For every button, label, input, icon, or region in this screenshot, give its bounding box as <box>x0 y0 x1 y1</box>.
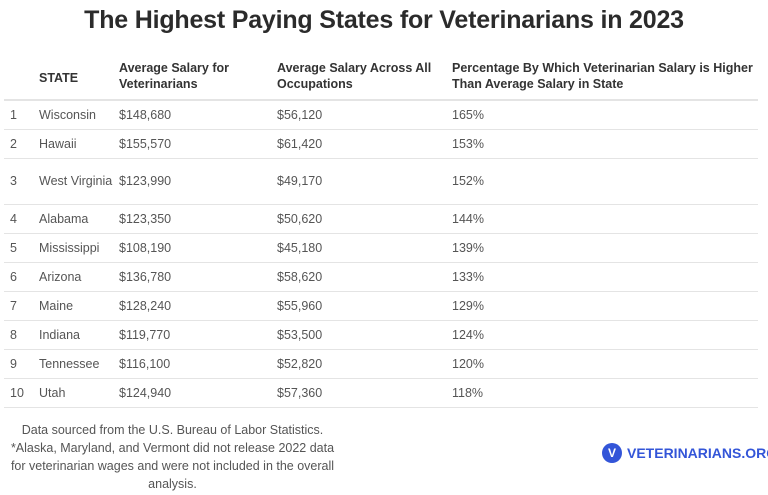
cell-vet: $128,240 <box>119 291 277 321</box>
cell-pct: 153% <box>452 129 758 159</box>
cell-all: $55,960 <box>277 291 452 321</box>
table-row: 2 Hawaii $155,570 $61,420 153% <box>4 129 758 159</box>
cell-vet: $119,770 <box>119 320 277 350</box>
table-header: STATE Average Salary for Veterinarians A… <box>4 56 758 101</box>
cell-state: Alabama <box>39 204 119 234</box>
cell-vet: $116,100 <box>119 349 277 379</box>
table-row: 3 West Virginia $123,990 $49,170 152% <box>4 158 758 205</box>
cell-vet: $123,990 <box>119 158 277 205</box>
v-shield-icon: V <box>602 443 622 463</box>
rank-header <box>4 56 39 101</box>
cell-pct: 120% <box>452 349 758 379</box>
table-row: 8 Indiana $119,770 $53,500 124% <box>4 320 758 350</box>
cell-pct: 144% <box>452 204 758 234</box>
cell-all: $52,820 <box>277 349 452 379</box>
cell-all: $57,360 <box>277 378 452 408</box>
cell-rank: 7 <box>4 291 39 321</box>
cell-state: Maine <box>39 291 119 321</box>
cell-rank: 3 <box>4 158 39 205</box>
state-header: STATE <box>39 56 119 101</box>
footnote: Data sourced from the U.S. Bureau of Lab… <box>10 423 335 491</box>
cell-pct: 124% <box>452 320 758 350</box>
cell-all: $49,170 <box>277 158 452 205</box>
table-row: 1 Wisconsin $148,680 $56,120 165% <box>4 100 758 130</box>
cell-state: Indiana <box>39 320 119 350</box>
cell-rank: 8 <box>4 320 39 350</box>
cell-state: Hawaii <box>39 129 119 159</box>
cell-all: $58,620 <box>277 262 452 292</box>
veterinarians-logo: V VETERINARIANS.ORG <box>602 443 768 463</box>
salary-table: STATE Average Salary for Veterinarians A… <box>4 56 758 408</box>
cell-pct: 129% <box>452 291 758 321</box>
cell-rank: 10 <box>4 378 39 408</box>
table-row: 6 Arizona $136,780 $58,620 133% <box>4 262 758 292</box>
cell-all: $61,420 <box>277 129 452 159</box>
cell-rank: 6 <box>4 262 39 292</box>
page-title: The Highest Paying States for Veterinari… <box>84 6 684 34</box>
cell-rank: 5 <box>4 233 39 263</box>
table-row: 5 Mississippi $108,190 $45,180 139% <box>4 233 758 263</box>
cell-state: Mississippi <box>39 233 119 263</box>
table-row: 10 Utah $124,940 $57,360 118% <box>4 378 758 408</box>
cell-all: $50,620 <box>277 204 452 234</box>
percentage-header: Percentage By Which Veterinarian Salary … <box>452 56 758 101</box>
logo-text: VETERINARIANS.ORG <box>627 445 768 461</box>
cell-state: West Virginia <box>39 158 119 205</box>
table-row: 7 Maine $128,240 $55,960 129% <box>4 291 758 321</box>
cell-rank: 9 <box>4 349 39 379</box>
vet-salary-header: Average Salary for Veterinarians <box>119 56 277 101</box>
cell-rank: 2 <box>4 129 39 159</box>
cell-pct: 165% <box>452 100 758 130</box>
cell-state: Arizona <box>39 262 119 292</box>
cell-rank: 1 <box>4 100 39 130</box>
table-row: 9 Tennessee $116,100 $52,820 120% <box>4 349 758 379</box>
cell-pct: 118% <box>452 378 758 408</box>
cell-state: Tennessee <box>39 349 119 379</box>
cell-pct: 133% <box>452 262 758 292</box>
all-salary-header: Average Salary Across All Occupations <box>277 56 452 101</box>
cell-vet: $108,190 <box>119 233 277 263</box>
cell-pct: 139% <box>452 233 758 263</box>
cell-state: Utah <box>39 378 119 408</box>
cell-vet: $124,940 <box>119 378 277 408</box>
cell-vet: $123,350 <box>119 204 277 234</box>
cell-vet: $136,780 <box>119 262 277 292</box>
cell-rank: 4 <box>4 204 39 234</box>
cell-all: $56,120 <box>277 100 452 130</box>
cell-pct: 152% <box>452 158 758 205</box>
cell-vet: $148,680 <box>119 100 277 130</box>
table-row: 4 Alabama $123,350 $50,620 144% <box>4 204 758 234</box>
cell-state: Wisconsin <box>39 100 119 130</box>
cell-all: $53,500 <box>277 320 452 350</box>
cell-vet: $155,570 <box>119 129 277 159</box>
cell-all: $45,180 <box>277 233 452 263</box>
